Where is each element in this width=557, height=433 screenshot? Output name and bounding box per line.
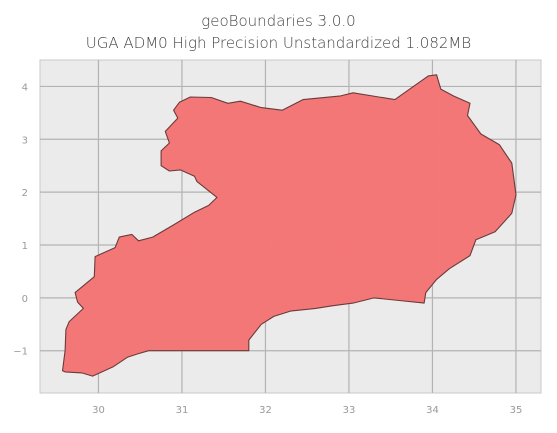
x-tick-label: 33 <box>343 405 356 416</box>
x-tick-label: 35 <box>510 405 523 416</box>
x-tick-label: 34 <box>426 405 439 416</box>
x-tick-label: 31 <box>176 405 189 416</box>
x-tick-label: 30 <box>92 405 105 416</box>
country-boundary-uga <box>61 74 517 377</box>
y-tick-label: 2 <box>22 188 28 199</box>
y-tick-label: 0 <box>22 294 28 305</box>
x-tick-label: 32 <box>259 405 272 416</box>
map-title-line2: UGA ADM0 High Precision Unstandardized 1… <box>85 34 472 52</box>
map-title: geoBoundaries 3.0.0 UGA ADM0 High Precis… <box>0 10 557 54</box>
y-tick-label: 4 <box>22 82 28 93</box>
map-title-line1: geoBoundaries 3.0.0 <box>201 12 356 30</box>
y-tick-label: 3 <box>22 135 28 146</box>
y-tick-label: −1 <box>13 347 28 358</box>
y-tick-label: 1 <box>22 241 28 252</box>
